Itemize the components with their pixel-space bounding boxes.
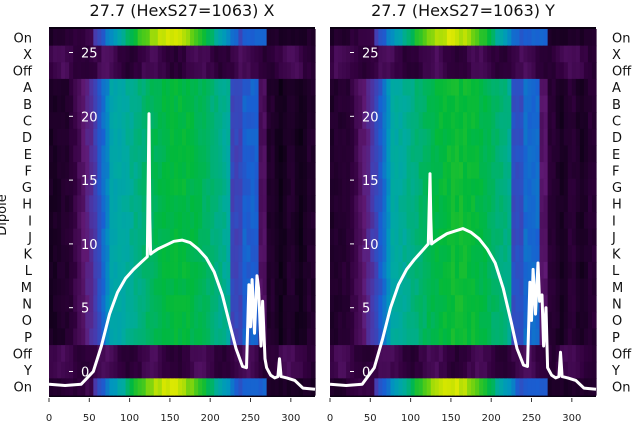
overlay-y-tick-label: 0 [81,365,89,380]
row-label: M [612,281,623,296]
x-tick-label: 200 [482,413,501,424]
row-label: B [612,98,621,113]
row-label: P [24,331,32,346]
row-label: C [23,115,32,130]
row-label: G [612,181,622,196]
x-tick-label: 50 [83,413,96,424]
row-label: D [22,131,32,146]
x-tick-label: 150 [441,413,460,424]
row-label: P [612,331,620,346]
row-label: On [612,31,630,46]
row-label: D [612,131,622,146]
row-label: Y [611,364,620,379]
row-label: G [22,181,32,196]
overlay-y-tick-label: 10 [362,238,379,253]
overlay-y-tick-label: 10 [81,238,98,253]
heatmap-cells [49,29,316,396]
x-tick-label: 300 [562,413,581,424]
row-label: J [27,231,32,246]
row-label: On [14,31,32,46]
row-label: Y [23,364,32,379]
chart-title: 27.7 (HexS27=1063) Y [371,1,555,20]
overlay-y-tick-label: 20 [81,110,98,125]
x-tick-label: 0 [327,413,333,424]
x-tick-label: 250 [241,413,260,424]
row-label: M [21,281,32,296]
overlay-y-tick-label: 5 [81,302,89,317]
row-label: N [22,298,32,313]
row-label: I [612,214,616,229]
row-label: X [612,48,621,63]
heatmap-cells [330,29,597,396]
row-label: K [23,248,32,263]
overlay-y-tick-label: 20 [362,110,379,125]
row-label: F [25,164,32,179]
x-tick-label: 250 [522,413,541,424]
overlay-y-tick-label: 25 [362,47,379,62]
overlay-y-tick-label: 25 [81,47,98,62]
overlay-y-tick-label: 5 [362,302,370,317]
row-label: A [612,81,621,96]
row-label: Off [13,65,33,80]
row-label: H [612,198,622,213]
row-label: On [612,381,630,396]
y-axis-label: Dipole [0,194,10,235]
row-label: H [22,198,32,213]
x-tick-label: 0 [46,413,52,424]
row-label: C [612,115,621,130]
row-label: Off [612,65,632,80]
row-label: F [612,164,619,179]
overlay-y-tick-label: 15 [81,174,98,189]
x-tick-label: 150 [160,413,179,424]
row-label: L [612,264,620,279]
x-tick-label: 50 [364,413,377,424]
row-label: L [25,264,33,279]
x-tick-label: 300 [281,413,300,424]
row-label: O [22,314,32,329]
row-label: On [14,381,32,396]
shared-labels: Dipole [0,194,10,235]
chart-title: 27.7 (HexS27=1063) X [90,1,275,20]
row-label: E [612,148,620,163]
row-label: X [23,48,32,63]
row-label: B [23,98,32,113]
row-label: K [612,248,621,263]
x-tick-label: 100 [120,413,139,424]
row-label: I [28,214,32,229]
x-tick-label: 200 [201,413,220,424]
row-label: Off [612,347,632,362]
row-label: O [612,314,622,329]
x-tick-label: 100 [401,413,420,424]
overlay-y-tick-label: 15 [362,174,379,189]
row-label: J [611,231,616,246]
overlay-y-tick-label: 0 [362,365,370,380]
row-label: N [612,298,622,313]
row-label: A [23,81,32,96]
row-label: E [24,148,32,163]
series-line [48,112,316,391]
row-label: Off [13,347,33,362]
series-line [329,172,597,391]
